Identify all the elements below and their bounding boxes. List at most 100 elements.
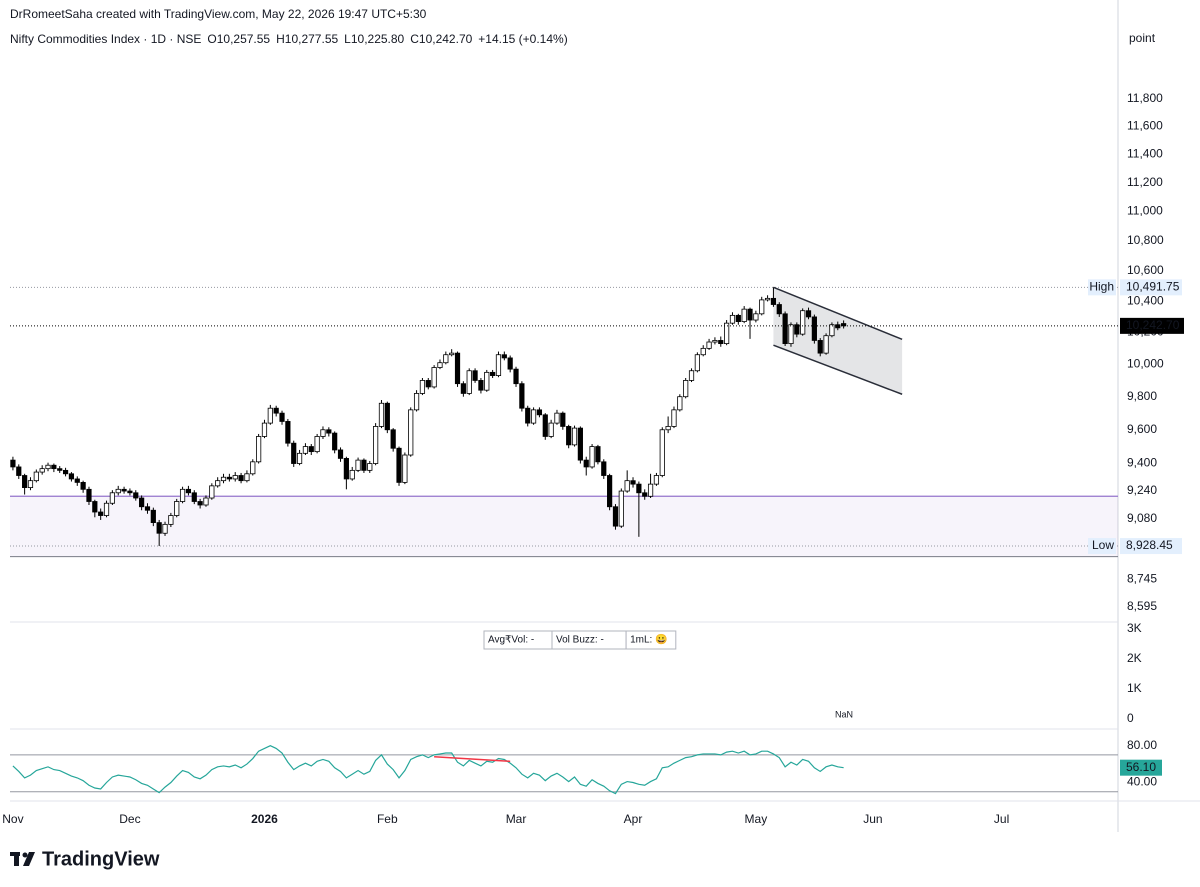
candle-body <box>121 488 127 492</box>
candle-body <box>133 492 139 499</box>
candle-body <box>308 446 314 453</box>
last-price-label: 10,242.70 <box>1126 318 1180 332</box>
candle-body <box>261 422 268 437</box>
price-line-label-box <box>1120 538 1182 555</box>
candle-body <box>378 402 385 427</box>
candle-body <box>431 367 437 388</box>
candle-body <box>203 497 209 506</box>
candle-body <box>577 427 583 461</box>
candle-body <box>226 476 232 480</box>
price-line-label: 8,928.45 <box>1126 538 1173 552</box>
legend: Nifty Commodities Index · 1D · NSE O10,25… <box>10 32 574 46</box>
x-tick-label: Jun <box>863 812 882 826</box>
candle-body <box>548 422 554 437</box>
candle-body <box>127 490 133 494</box>
candle-body <box>460 383 466 394</box>
y-tick-label: 10,600 <box>1127 263 1164 277</box>
candle-body <box>144 506 151 511</box>
volume-stat: Vol Buzz: - <box>556 635 604 646</box>
candle-body <box>349 469 355 480</box>
candle-body <box>764 297 771 301</box>
candle-body <box>109 492 115 504</box>
y-tick-label: 9,240 <box>1127 483 1157 497</box>
candle-body <box>27 480 34 488</box>
candle-body <box>525 407 531 424</box>
candle-body <box>589 446 595 468</box>
x-tick-label: Jul <box>994 812 1009 826</box>
candle-body <box>794 324 800 335</box>
candle-body <box>10 459 16 468</box>
scale-mode-box[interactable] <box>1120 26 1190 52</box>
candle-body <box>753 313 759 321</box>
candle-body <box>542 414 548 437</box>
candle-body <box>677 396 683 411</box>
price-line-name-box <box>1088 279 1116 296</box>
brand: TradingView <box>42 848 160 870</box>
candle-body <box>168 515 174 525</box>
candle-body <box>513 368 519 385</box>
candle-body <box>419 380 426 394</box>
rsi-tick-label: 80.00 <box>1127 738 1157 752</box>
price-line-label: 10,491.75 <box>1126 280 1180 294</box>
candle-body <box>729 314 736 324</box>
candle-body <box>618 490 624 527</box>
candle-body <box>560 412 566 427</box>
candle-body <box>238 475 244 482</box>
channel-lower <box>773 344 903 395</box>
candle-body <box>220 476 227 482</box>
volume-tick-label: 0 <box>1127 711 1134 725</box>
y-tick-label: 11,600 <box>1127 119 1163 133</box>
credit: DrRomeetSaha created with TradingView.co… <box>10 7 427 21</box>
candle-body <box>788 324 794 345</box>
y-tick-label: 11,000 <box>1127 204 1163 218</box>
price-line-name: Low <box>1092 538 1114 552</box>
candle-body <box>162 523 168 534</box>
y-tick-label: 9,080 <box>1127 511 1157 525</box>
scale-mode[interactable]: point <box>1129 31 1156 45</box>
candle-body <box>443 354 449 364</box>
candle-body <box>326 429 332 434</box>
candle-body <box>291 442 297 464</box>
candle-body <box>332 432 338 451</box>
candle-body <box>361 459 367 471</box>
y-tick-label: 10,800 <box>1127 233 1164 247</box>
candle-body <box>706 341 712 349</box>
candle-body <box>554 412 560 424</box>
candle-body <box>68 473 75 480</box>
candle-body <box>671 409 677 427</box>
candle-body <box>250 461 256 475</box>
candle-body <box>390 429 396 449</box>
volume-stat-box <box>625 630 677 650</box>
candle-body <box>80 482 86 490</box>
candle-body <box>800 310 806 335</box>
x-tick-label: May <box>745 812 768 826</box>
candle-body <box>314 436 320 453</box>
candle-body <box>51 464 57 470</box>
candle-body <box>425 380 431 388</box>
candle-body <box>103 502 110 516</box>
x-tick-label: Nov <box>2 812 23 826</box>
candle-body <box>612 506 619 527</box>
candle-body <box>174 501 180 516</box>
candle-body <box>337 449 344 459</box>
candle-body <box>536 409 543 416</box>
candle-body <box>647 483 654 497</box>
candle-body <box>571 427 578 446</box>
candle-body <box>285 421 291 444</box>
candle-body <box>62 469 69 475</box>
candle-body <box>595 446 601 463</box>
candle-body <box>33 471 39 482</box>
last-price-box <box>1120 317 1184 334</box>
rsi-tick-label: 40.00 <box>1127 775 1157 789</box>
ohlc-close: C10,242.70 <box>410 32 473 46</box>
x-tick-label: Apr <box>624 812 643 826</box>
candle-body <box>712 340 718 343</box>
candle-body <box>630 480 636 485</box>
price-line-label-box <box>1120 279 1182 296</box>
candle-body <box>776 304 782 315</box>
y-tick-label: 11,400 <box>1127 146 1163 160</box>
candle-body <box>185 488 192 494</box>
candle-body <box>302 446 309 454</box>
candle-body <box>437 362 443 368</box>
price-line-name-box <box>1088 538 1116 555</box>
